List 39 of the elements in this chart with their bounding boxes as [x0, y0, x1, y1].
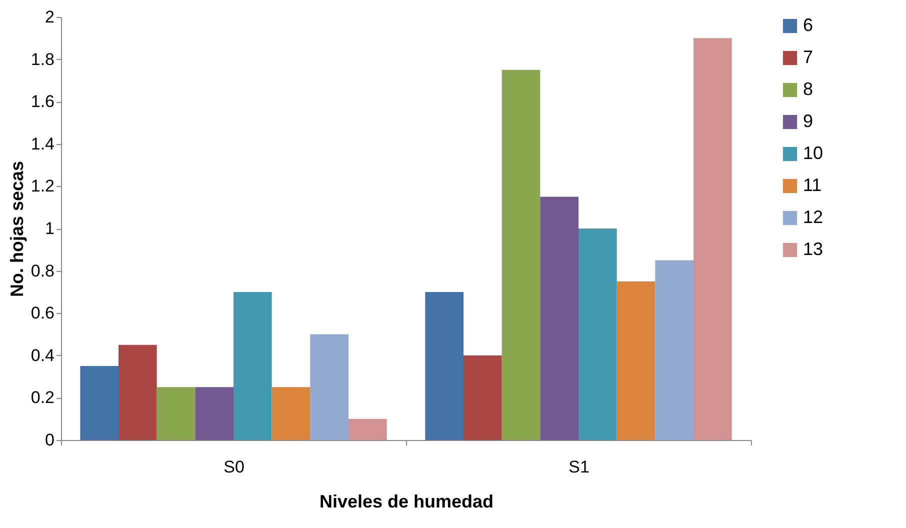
y-tick-label: 2: [45, 8, 54, 26]
y-tick-label: 1.6: [30, 92, 54, 112]
bar: [348, 418, 387, 440]
y-tick-label: 1: [45, 219, 54, 238]
bar: [578, 228, 617, 440]
legend-label: 8: [803, 79, 814, 99]
bar: [234, 292, 272, 440]
bar: [655, 260, 694, 440]
y-tick-label: 1.4: [30, 134, 54, 154]
bar: [80, 366, 118, 440]
y-tick-label: 0.6: [30, 304, 54, 323]
bar: [195, 387, 234, 440]
bar: [425, 292, 464, 440]
y-tick-label: 0.2: [30, 388, 54, 408]
y-axis-title: No. hojas secas: [6, 160, 27, 298]
legend-label: 12: [803, 207, 824, 227]
y-tick-label: 1.8: [30, 50, 54, 69]
bar: [540, 196, 578, 440]
legend-label: 11: [803, 175, 822, 195]
y-tick-label: 0.4: [30, 346, 54, 365]
bar: [272, 387, 310, 440]
legend-label: 7: [803, 47, 814, 67]
legend-label: 9: [803, 111, 814, 131]
bar: [310, 334, 348, 440]
y-tick-label: 0.8: [30, 261, 54, 280]
bar: [694, 38, 732, 440]
x-tick-label: S1: [568, 458, 590, 476]
legend-label: 13: [803, 239, 824, 259]
bar: [502, 70, 540, 440]
bar: [156, 387, 196, 440]
legend-label: 6: [803, 15, 814, 35]
bar: [464, 355, 502, 440]
y-tick-label: 0: [45, 430, 54, 450]
x-axis-title: Niveles de humedad: [319, 492, 494, 512]
bar: [616, 281, 656, 440]
x-tick-label: S0: [224, 458, 244, 476]
legend-label: 10: [803, 143, 824, 163]
bar: [118, 344, 157, 440]
y-tick-label: 1.2: [30, 176, 54, 196]
